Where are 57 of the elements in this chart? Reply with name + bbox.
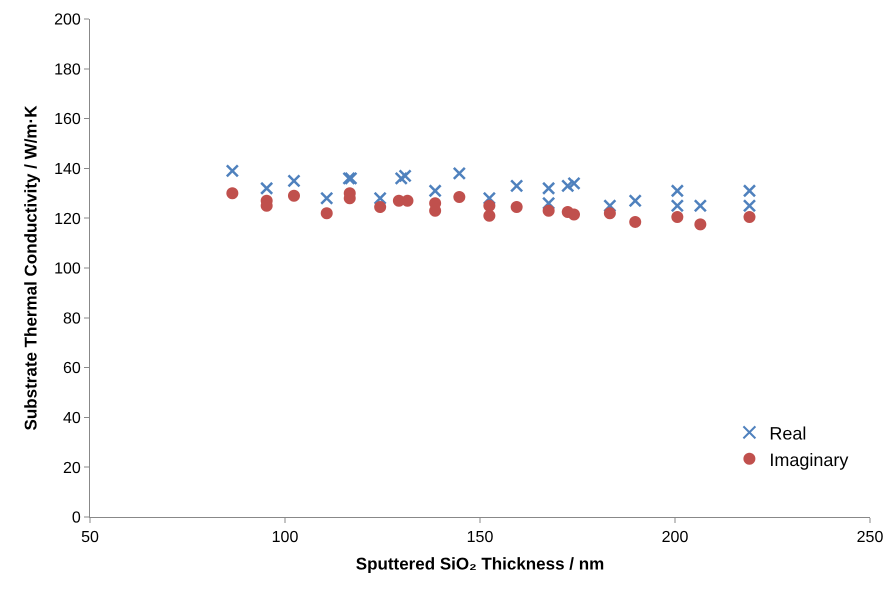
point — [542, 196, 556, 210]
y-tick-label: 100 — [54, 260, 81, 278]
point — [510, 179, 524, 193]
point — [398, 169, 412, 183]
point — [483, 210, 496, 222]
point — [670, 199, 684, 212]
y-tick-label: 200 — [54, 12, 81, 29]
point — [742, 184, 756, 198]
point — [320, 192, 334, 206]
point — [542, 204, 555, 217]
point — [483, 200, 496, 212]
x-tick-label: 50 — [81, 529, 99, 546]
point — [604, 207, 616, 220]
point — [428, 184, 442, 198]
y-tick-label: 20 — [63, 460, 81, 477]
y-tick-label: 140 — [54, 161, 81, 178]
legend-label: Real — [769, 423, 806, 444]
point — [743, 210, 756, 223]
point — [287, 174, 301, 188]
point — [452, 166, 466, 180]
point — [260, 182, 274, 196]
point — [694, 199, 708, 212]
y-tick-label: 40 — [63, 410, 81, 427]
point — [320, 207, 333, 220]
point — [482, 192, 496, 206]
point — [561, 179, 574, 193]
point — [671, 210, 684, 223]
point — [542, 182, 556, 196]
point — [603, 199, 617, 212]
x-axis-title: Sputtered SiO₂ Thickness / nm — [356, 554, 604, 574]
point — [288, 190, 300, 202]
y-tick-label: 0 — [72, 510, 81, 527]
point — [567, 176, 581, 190]
point — [453, 191, 466, 204]
point — [568, 208, 580, 220]
point — [374, 201, 386, 213]
y-tick-label: 120 — [54, 210, 81, 228]
y-axis-title: Substrate Thermal Conductivity / W/m·K — [22, 104, 41, 430]
point — [694, 218, 706, 230]
point — [510, 201, 523, 213]
point — [629, 216, 642, 228]
y-tick-label: 180 — [54, 61, 81, 78]
point — [670, 184, 684, 198]
x-tick-label: 250 — [856, 529, 884, 546]
x-tick-label: 100 — [272, 529, 298, 546]
y-tick-label: 160 — [54, 111, 81, 128]
x-tick-label: 150 — [466, 529, 494, 546]
point — [373, 192, 387, 206]
point — [628, 194, 642, 208]
point — [226, 164, 240, 178]
point — [742, 199, 756, 212]
point — [226, 187, 238, 200]
point — [394, 172, 408, 186]
x-tick-label: 200 — [662, 529, 688, 546]
y-tick-label: 80 — [63, 310, 81, 328]
legend-label: Imaginary — [769, 450, 848, 470]
y-tick-label: 60 — [63, 360, 81, 378]
